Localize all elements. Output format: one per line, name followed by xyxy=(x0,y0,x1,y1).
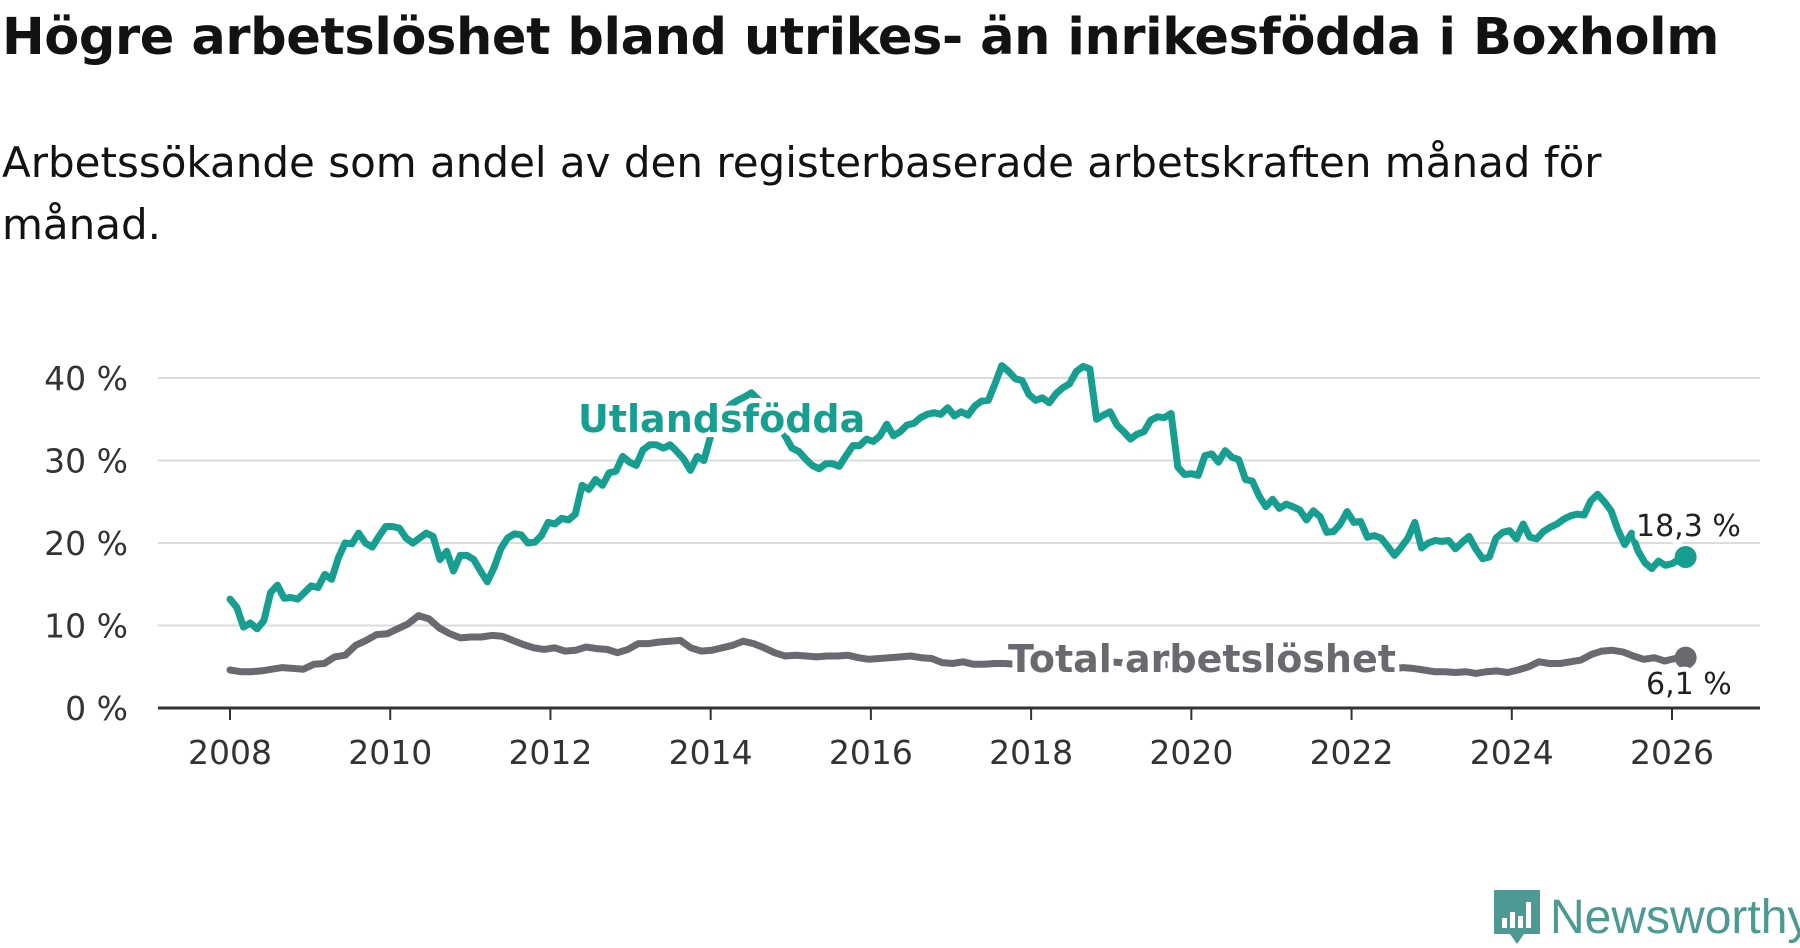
brand-name: Newsworthy xyxy=(1550,890,1800,944)
series-line-total xyxy=(226,612,1690,677)
y-tick-label: 0 % xyxy=(65,689,128,728)
series-label-total: Total arbetslöshet xyxy=(1008,637,1396,681)
x-tick-label: 2020 xyxy=(1149,733,1233,772)
x-tick-label: 2012 xyxy=(508,733,592,772)
y-tick-label: 30 % xyxy=(44,442,128,481)
line-chart: 2008 2010 2012 2014 2016 2018 2020 2022 2024 2026… xyxy=(44,359,1760,772)
x-tick-label: 2026 xyxy=(1630,733,1714,772)
chart-subtitle: Arbetssökande som andel av den registerb… xyxy=(2,138,1602,249)
series-lines xyxy=(226,362,1697,677)
x-tick-label: 2008 xyxy=(188,733,272,772)
y-tick-label: 10 % xyxy=(44,607,128,646)
end-label-foreign: 18,3 % xyxy=(1636,509,1741,544)
y-gridlines xyxy=(158,377,1760,627)
bar-chart-icon xyxy=(1494,890,1540,944)
x-tick-label: 2024 xyxy=(1470,733,1554,772)
end-label-total: 6,1 % xyxy=(1646,667,1732,702)
x-tick-label: 2022 xyxy=(1310,733,1394,772)
series-labels: Utlandsfödda Total arbetslöshet xyxy=(573,392,1401,686)
end-point-total xyxy=(1674,646,1697,669)
end-point-foreign xyxy=(1674,546,1697,569)
y-axis: 0 % 10 % 20 % 30 % 40 % xyxy=(44,359,128,728)
newsworthy-logo: Newsworthy xyxy=(1492,888,1800,946)
series-label-foreign: Utlandsfödda xyxy=(578,397,865,441)
x-tick-label: 2014 xyxy=(669,733,753,772)
x-tick-label: 2016 xyxy=(829,733,913,772)
x-tick-label: 2018 xyxy=(989,733,1073,772)
end-labels: 18,3 % 6,1 % xyxy=(1631,504,1746,707)
x-axis: 2008 2010 2012 2014 2016 2018 2020 2022 2024 2026 xyxy=(158,706,1760,772)
y-tick-label: 20 % xyxy=(44,524,128,563)
series-line-foreign xyxy=(226,362,1690,633)
y-tick-label: 40 % xyxy=(44,359,128,398)
x-tick-label: 2010 xyxy=(348,733,432,772)
chart-title: Högre arbetslöshet bland utrikes- än inr… xyxy=(2,8,1719,67)
